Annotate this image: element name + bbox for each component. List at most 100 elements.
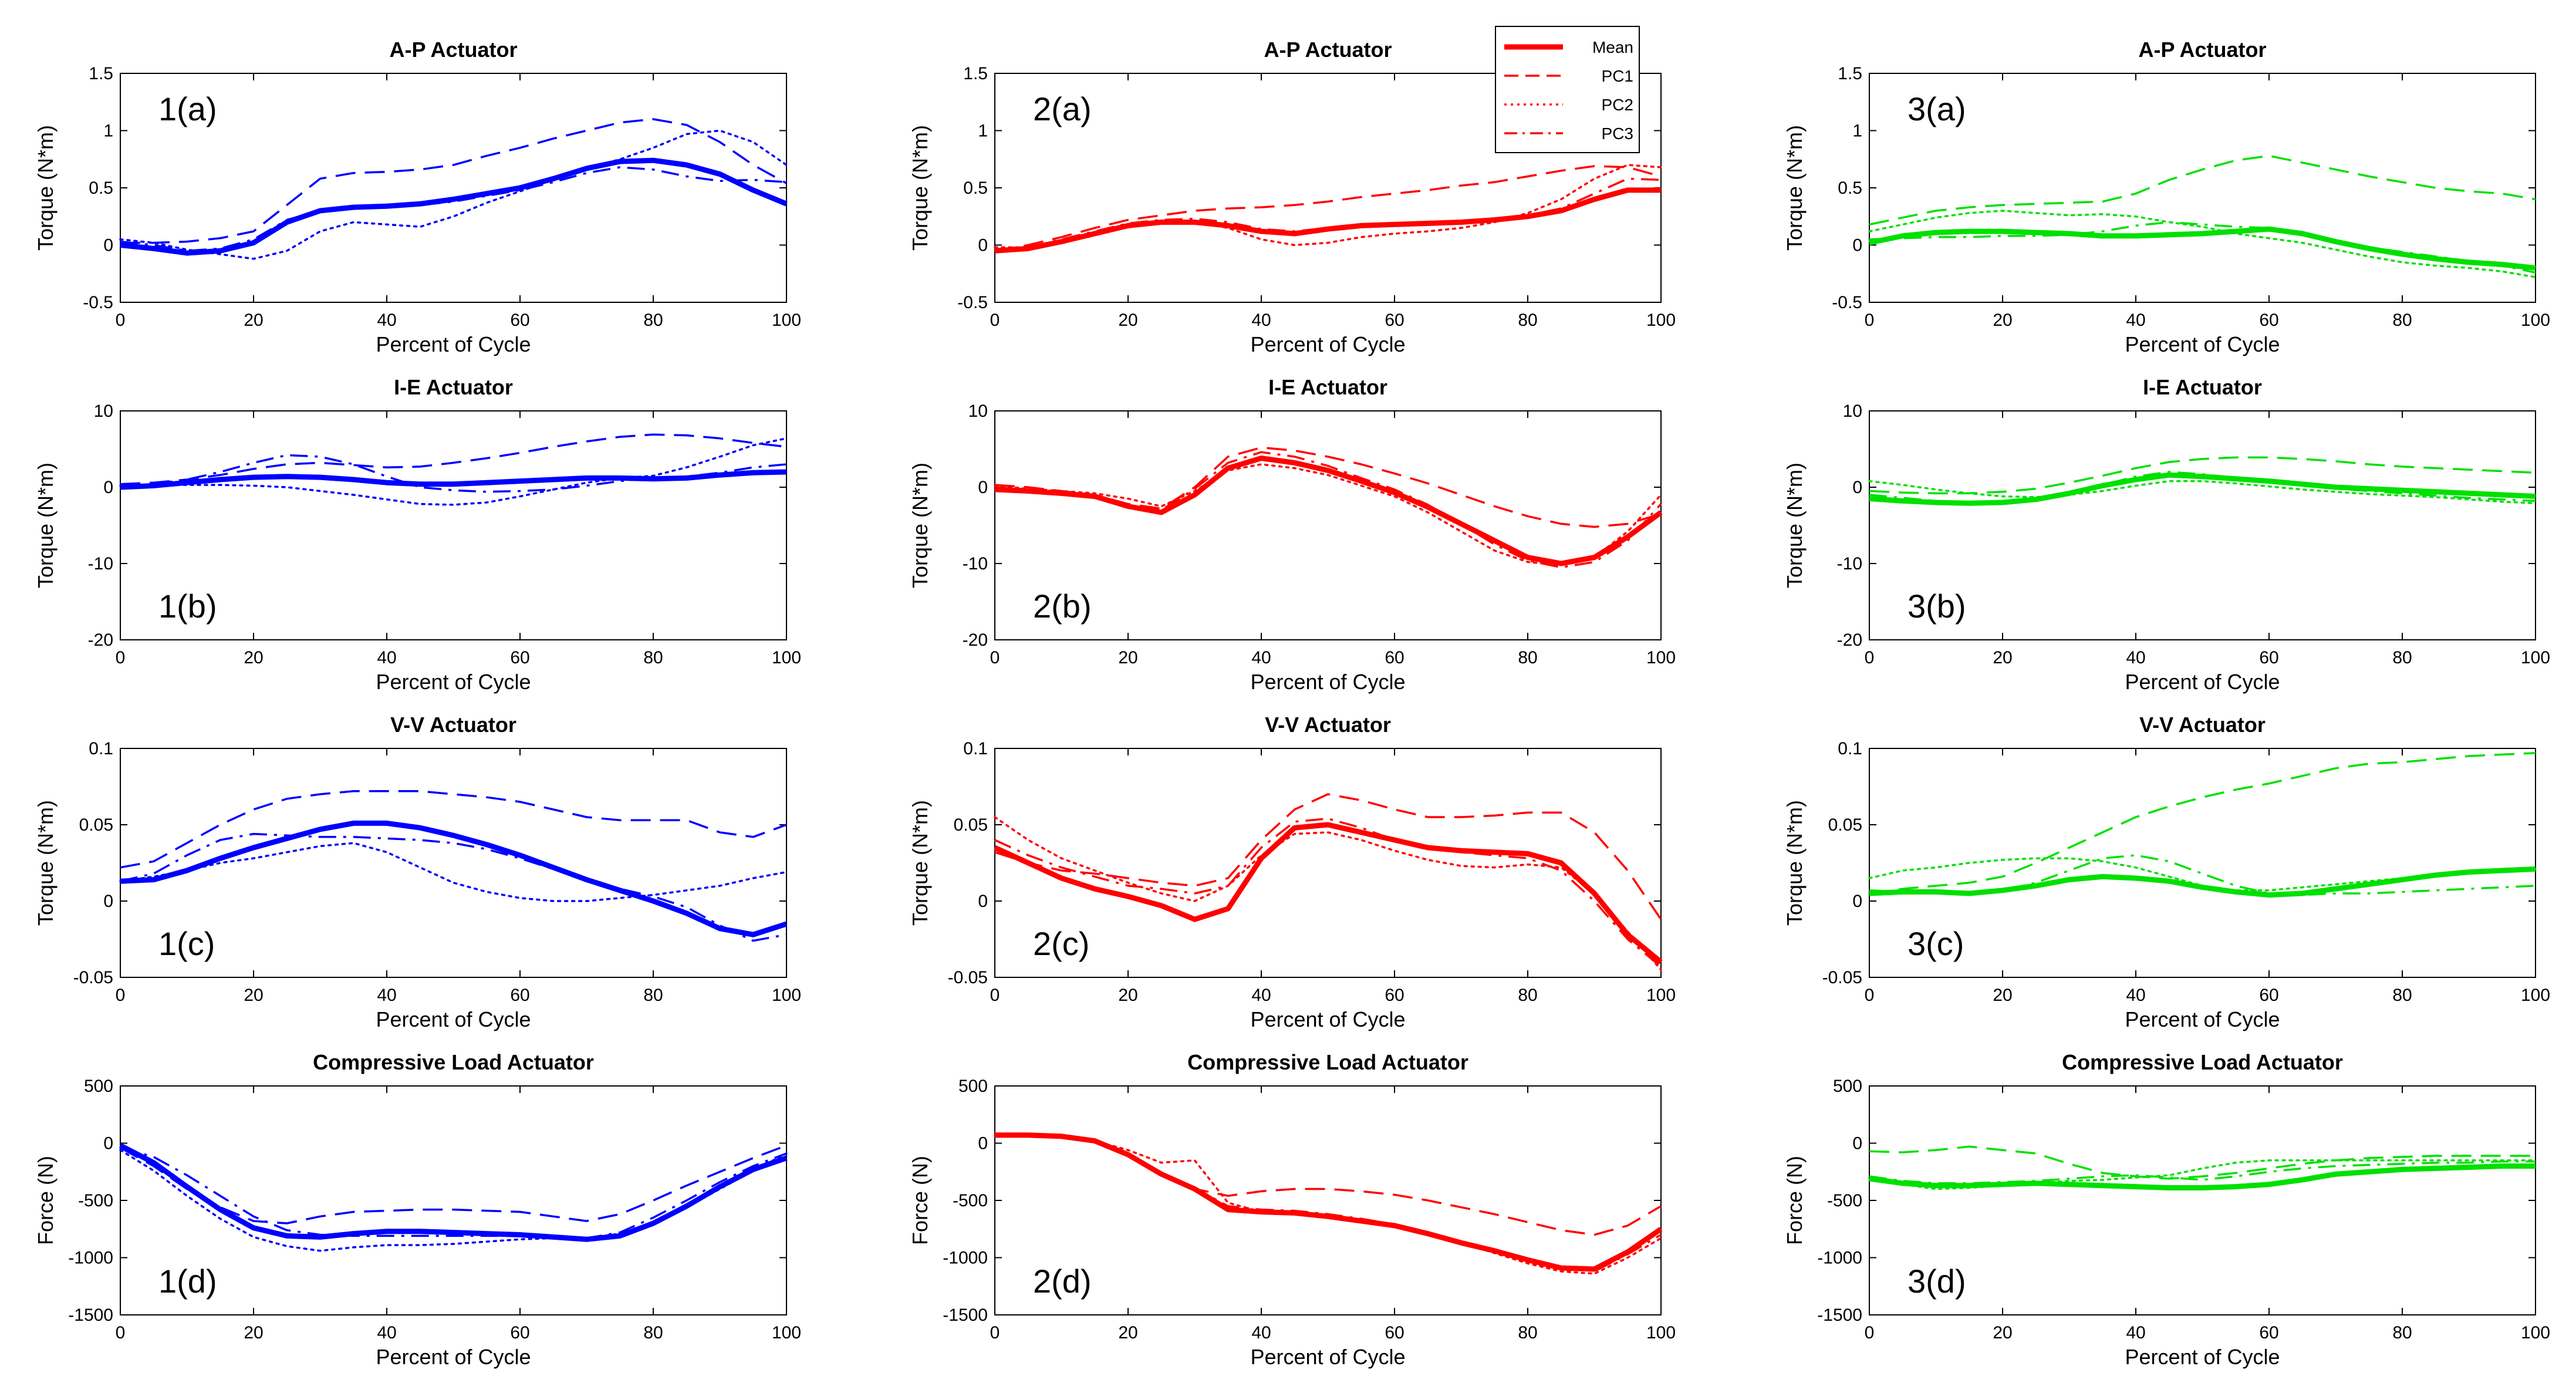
- x-tick-label: 80: [2392, 311, 2412, 330]
- x-axis-label: Percent of Cycle: [376, 670, 531, 694]
- plot-area-frame: [994, 1085, 1662, 1315]
- x-tick-label: 0: [990, 311, 1000, 330]
- plot-area-frame: [1869, 73, 2536, 303]
- series-line-pc2: [994, 816, 1662, 971]
- series-line-mean: [1869, 226, 2536, 271]
- legend-label-mean: Mean: [1592, 38, 1633, 56]
- panel-id-label: 2(b): [1033, 588, 1092, 625]
- x-tick-label: 60: [2259, 1323, 2278, 1342]
- series-line-pc3: [120, 832, 787, 942]
- y-tick-label: 10: [1843, 402, 1862, 421]
- series-line-mean: [1869, 472, 2536, 506]
- x-tick-label: 60: [510, 311, 529, 330]
- x-tick-label: 40: [377, 648, 396, 667]
- y-tick-label: 0.05: [954, 815, 988, 835]
- y-tick-label: -1000: [1817, 1249, 1862, 1268]
- panel-id-label: 1(b): [158, 588, 217, 625]
- x-tick-label: 20: [1118, 311, 1137, 330]
- x-tick-label: 40: [2126, 311, 2145, 330]
- x-axis-label: Percent of Cycle: [376, 1345, 531, 1369]
- series-line-pc1: [120, 790, 787, 869]
- y-tick-label: 1: [103, 122, 113, 141]
- x-tick-label: 20: [1118, 986, 1137, 1005]
- panel-title: V-V Actuator: [2139, 713, 2266, 737]
- x-tick-label: 100: [772, 986, 801, 1005]
- x-tick-label: 20: [1993, 311, 2012, 330]
- series-line-pc1: [1869, 752, 2536, 895]
- y-tick-label: 0: [103, 236, 113, 255]
- y-tick-label: -20: [1837, 630, 1862, 650]
- x-tick-label: 20: [244, 311, 263, 330]
- series-line-pc2: [119, 437, 788, 506]
- x-tick-label: 80: [1518, 311, 1537, 330]
- x-tick-label: 100: [1646, 311, 1676, 330]
- series-line-pc2: [119, 1149, 788, 1252]
- x-axis-label: Percent of Cycle: [1250, 1007, 1405, 1031]
- x-tick-label: 0: [1865, 1323, 1875, 1342]
- panel-id-label: 3(b): [1907, 588, 1966, 625]
- y-tick-label: -0.05: [73, 968, 113, 987]
- x-tick-label: 100: [772, 648, 801, 667]
- x-tick-label: 60: [510, 1323, 529, 1342]
- y-tick-label: -1000: [943, 1249, 988, 1268]
- x-axis-label: Percent of Cycle: [376, 1007, 531, 1031]
- y-tick-label: -500: [953, 1191, 988, 1210]
- series-line-mean: [119, 1143, 788, 1242]
- x-tick-label: 80: [1518, 1323, 1537, 1342]
- y-axis-label: Force (N): [908, 1156, 932, 1245]
- y-tick-label: 10: [968, 402, 988, 421]
- y-tick-label: 1.5: [963, 64, 988, 83]
- panel-title: Compressive Load Actuator: [1187, 1050, 1468, 1074]
- x-tick-label: 80: [643, 648, 663, 667]
- x-tick-label: 60: [2259, 311, 2278, 330]
- plot-area-frame: [1869, 410, 2536, 640]
- y-tick-label: 0: [1852, 1134, 1862, 1153]
- series-line-mean: [120, 157, 788, 256]
- x-axis-label: Percent of Cycle: [2125, 332, 2280, 356]
- y-tick-label: -1500: [1817, 1305, 1862, 1325]
- x-tick-label: 40: [377, 311, 396, 330]
- y-axis-label: Torque (N*m): [908, 463, 932, 588]
- panel-title: A-P Actuator: [2138, 38, 2266, 62]
- series-line-pc2: [119, 842, 788, 902]
- series-line-pc3: [120, 1146, 787, 1240]
- panel-1d: -1500 -1000 -500 0 500 0 20 40 60 80 100 Compressiv…: [33, 1050, 801, 1369]
- series-line-pc2: [1868, 210, 2537, 278]
- y-tick-label: 0: [103, 1134, 113, 1153]
- x-tick-label: 60: [1385, 648, 1404, 667]
- x-tick-label: 100: [772, 1323, 801, 1342]
- y-tick-label: 0.5: [1838, 178, 1862, 198]
- x-tick-label: 20: [244, 648, 263, 667]
- y-axis-label: Force (N): [33, 1156, 58, 1245]
- panel-title: V-V Actuator: [1265, 713, 1391, 737]
- x-axis-label: Percent of Cycle: [2125, 1007, 2280, 1031]
- panel-id-label: 3(a): [1907, 90, 1966, 127]
- series-line-pc1: [994, 165, 1662, 252]
- series-line-pc1: [120, 118, 787, 244]
- series-line-mean: [120, 469, 787, 490]
- x-tick-label: 100: [2521, 648, 2550, 667]
- panel-title: I-E Actuator: [394, 375, 513, 399]
- y-tick-label: -500: [78, 1191, 113, 1210]
- panel-id-label: 3(c): [1907, 925, 1964, 962]
- y-tick-label: -1000: [68, 1249, 113, 1268]
- y-tick-label: 0: [1852, 236, 1862, 255]
- series-line-pc2: [994, 1134, 1662, 1275]
- plot-area-frame: [994, 410, 1662, 640]
- series-line-pc1: [1869, 1145, 2536, 1180]
- x-tick-label: 80: [1518, 648, 1537, 667]
- y-axis-label: Force (N): [1782, 1156, 1807, 1245]
- series-line-pc1: [1869, 154, 2536, 226]
- y-tick-label: -0.05: [948, 968, 988, 987]
- y-tick-label: -0.5: [1832, 293, 1862, 312]
- panel-title: Compressive Load Actuator: [313, 1050, 594, 1074]
- y-tick-label: 1.5: [89, 64, 113, 83]
- y-axis-label: Torque (N*m): [33, 125, 58, 251]
- x-tick-label: 0: [1865, 986, 1875, 1005]
- x-tick-label: 0: [116, 986, 126, 1005]
- x-tick-label: 40: [1251, 311, 1271, 330]
- x-tick-label: 40: [2126, 1323, 2145, 1342]
- x-tick-label: 0: [1865, 648, 1875, 667]
- series-line-pc3: [120, 454, 787, 493]
